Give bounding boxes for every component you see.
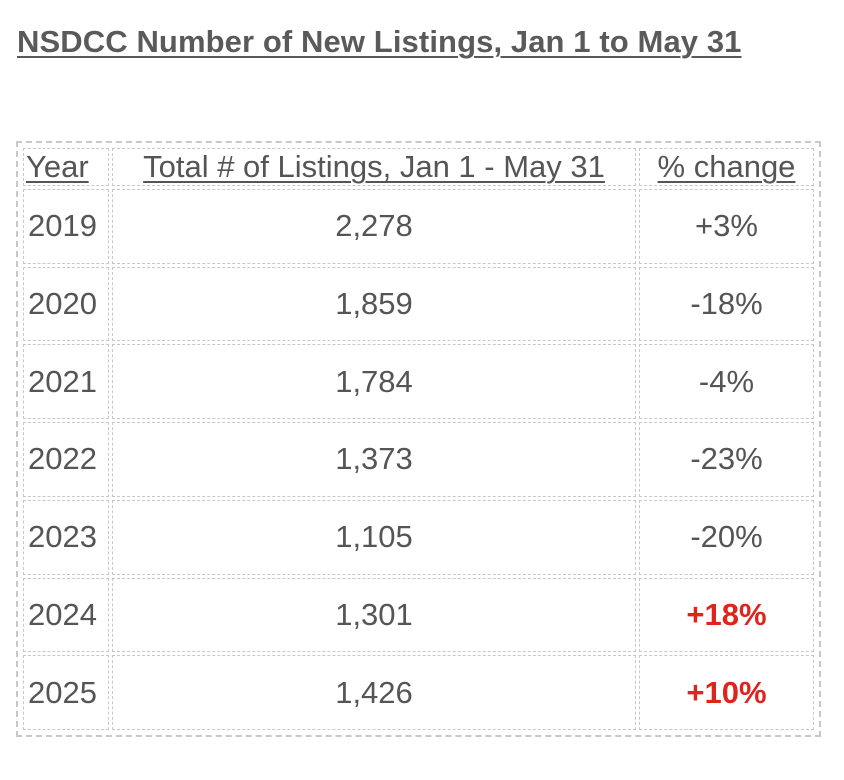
total-listings-cell: 1,373 bbox=[112, 422, 636, 497]
year-cell: 2024 bbox=[23, 577, 109, 653]
table-row: 2021 1,784 -4% bbox=[23, 344, 814, 420]
year-cell: 2020 bbox=[23, 266, 109, 342]
year-cell: 2025 bbox=[23, 655, 109, 730]
percent-change-cell: -23% bbox=[639, 422, 814, 497]
column-header-year: Year bbox=[23, 148, 109, 186]
column-header-percent-change: % change bbox=[639, 148, 814, 186]
total-listings-cell: 1,301 bbox=[112, 577, 636, 653]
percent-change-cell: +3% bbox=[639, 189, 814, 264]
total-listings-cell: 1,784 bbox=[112, 344, 636, 420]
total-listings-cell: 1,859 bbox=[112, 266, 636, 342]
percent-change-cell: -4% bbox=[639, 344, 814, 420]
percent-change-cell: +18% bbox=[639, 577, 814, 653]
year-cell: 2023 bbox=[23, 499, 109, 575]
total-listings-cell: 1,426 bbox=[112, 655, 636, 730]
table-container: Year Total # of Listings, Jan 1 - May 31… bbox=[16, 141, 821, 737]
page-title: NSDCC Number of New Listings, Jan 1 to M… bbox=[17, 24, 742, 59]
year-cell: 2021 bbox=[23, 344, 109, 420]
year-cell: 2022 bbox=[23, 422, 109, 497]
percent-change-cell: +10% bbox=[639, 655, 814, 730]
column-header-total-listings: Total # of Listings, Jan 1 - May 31 bbox=[112, 148, 636, 186]
year-cell: 2019 bbox=[23, 189, 109, 264]
total-listings-cell: 2,278 bbox=[112, 189, 636, 264]
table-row: 2019 2,278 +3% bbox=[23, 189, 814, 264]
listings-table: Year Total # of Listings, Jan 1 - May 31… bbox=[20, 145, 817, 733]
table-row: 2022 1,373 -23% bbox=[23, 422, 814, 497]
total-listings-cell: 1,105 bbox=[112, 499, 636, 575]
table-header-row: Year Total # of Listings, Jan 1 - May 31… bbox=[23, 148, 814, 186]
percent-change-cell: -18% bbox=[639, 266, 814, 342]
table-row: 2023 1,105 -20% bbox=[23, 499, 814, 575]
table-row: 2025 1,426 +10% bbox=[23, 655, 814, 730]
table-row: 2024 1,301 +18% bbox=[23, 577, 814, 653]
table-row: 2020 1,859 -18% bbox=[23, 266, 814, 342]
percent-change-cell: -20% bbox=[639, 499, 814, 575]
